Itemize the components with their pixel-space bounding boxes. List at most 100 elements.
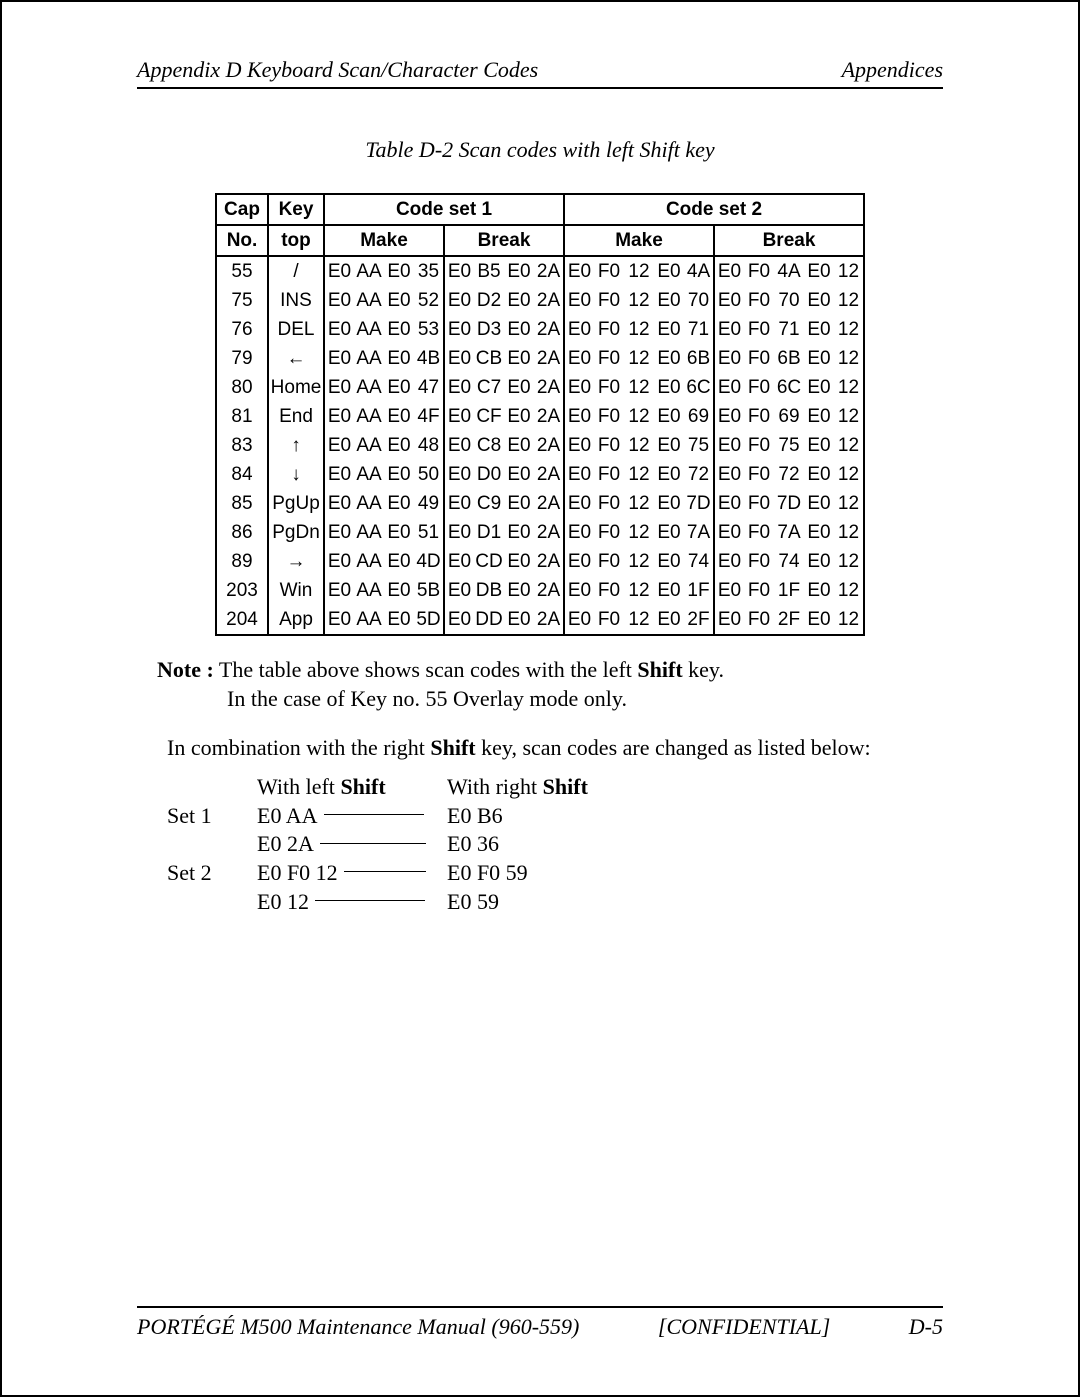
th-set1: Code set 1 [324,194,564,225]
cell-s2b: 75 [774,431,804,460]
cell-s2b: F0 [744,489,774,518]
cell-cap: 204 [216,605,268,635]
cell-s2b: 12 [834,431,864,460]
cell-s2m: 7D [684,489,714,518]
cell-s1m: E0 [324,344,354,373]
combo-right-val: E0 B6 [447,802,637,831]
cell-s1m: E0 [324,547,354,576]
cell-s2m: E0 [564,489,594,518]
cell-cap: 86 [216,518,268,547]
cell-s1m: E0 [324,315,354,344]
cell-s1m: E0 [324,460,354,489]
cell-key: End [268,402,324,431]
table-row: 75INSE0AAE052E0D2E02AE0F012E070E0F070E01… [216,286,864,315]
cell-s1m: E0 [384,547,414,576]
cell-s1m: 48 [414,431,444,460]
cell-s1b: CF [474,402,504,431]
cell-s1m: 4D [414,547,444,576]
cell-s1m: E0 [324,576,354,605]
cell-s1b: E0 [504,605,534,635]
cell-s1m: AA [354,460,384,489]
cell-s2m: E0 [654,286,684,315]
table-row: 79←E0AAE04BE0CBE02AE0F012E06BE0F06BE012 [216,344,864,373]
combo-hdr-right-a: With right [447,774,543,799]
combo-left-val: E0 AA [257,802,447,831]
cell-key: INS [268,286,324,315]
cell-key: → [268,547,324,576]
cell-s1b: 2A [534,547,564,576]
combo-set-label: Set 1 [167,802,257,831]
cell-cap: 79 [216,344,268,373]
combo-right-code: E0 36 [447,830,499,859]
cell-s2b: E0 [804,605,834,635]
combo-intro-b: Shift [430,735,475,760]
th-no: No. [216,225,268,256]
cell-s2b: 71 [774,315,804,344]
cell-s2b: F0 [744,431,774,460]
combo-grid-blank [167,773,257,802]
cell-s1m: 49 [414,489,444,518]
cell-s1m: AA [354,576,384,605]
cell-s2m: 12 [624,286,654,315]
cell-s1m: AA [354,402,384,431]
cell-s1m: E0 [384,605,414,635]
cell-s2b: F0 [744,344,774,373]
cell-s2m: 2F [684,605,714,635]
cell-s1m: E0 [384,256,414,286]
cell-key: ↓ [268,460,324,489]
combo-left-rule [324,814,424,815]
combo-right-code: E0 59 [447,888,499,917]
cell-s1b: E0 [504,402,534,431]
cell-s2b: F0 [744,373,774,402]
cell-s1b: E0 [444,460,474,489]
cell-s1b: C7 [474,373,504,402]
page-footer: PORTÉGÉ M500 Maintenance Manual (960-559… [137,1306,943,1340]
cell-s2b: E0 [804,576,834,605]
cell-s1b: 2A [534,256,564,286]
combo-set-label [167,888,257,917]
cell-s2b: E0 [804,286,834,315]
cell-cap: 80 [216,373,268,402]
th-s2-break: Break [714,225,864,256]
cell-s1b: E0 [504,460,534,489]
combo-set-label: Set 2 [167,859,257,888]
cell-s1m: E0 [324,286,354,315]
cell-s1b: CD [474,547,504,576]
combo-right-code: E0 B6 [447,802,503,831]
cell-s2m: F0 [594,344,624,373]
cell-s1b: E0 [504,286,534,315]
table-row: 83↑E0AAE048E0C8E02AE0F012E075E0F075E012 [216,431,864,460]
cell-s1b: DD [474,605,504,635]
cell-s2m: F0 [594,315,624,344]
table-caption: Table D-2 Scan codes with left Shift key [137,137,943,163]
cell-key: ↑ [268,431,324,460]
combo-left-code: E0 F0 12 [257,859,338,888]
combo-hdr-right-b: Shift [543,774,588,799]
cell-s1b: 2A [534,373,564,402]
cell-s1m: E0 [324,489,354,518]
combo-left-val: E0 12 [257,888,447,917]
cell-s2b: 12 [834,605,864,635]
combo-intro-a: In combination with the right [167,735,430,760]
cell-s2m: E0 [654,402,684,431]
cell-s2m: F0 [594,460,624,489]
cell-s1m: AA [354,489,384,518]
combo-left-code: E0 AA [257,802,318,831]
combo-left-code: E0 2A [257,830,314,859]
cell-s1b: D2 [474,286,504,315]
cell-s2b: E0 [804,431,834,460]
table-row: 76DELE0AAE053E0D3E02AE0F012E071E0F071E01… [216,315,864,344]
cell-s2m: E0 [564,547,594,576]
cell-key: PgDn [268,518,324,547]
cell-s2m: F0 [594,431,624,460]
page: Appendix D Keyboard Scan/Character Codes… [0,0,1080,1397]
combo-left-rule [315,900,425,901]
cell-cap: 55 [216,256,268,286]
cell-s1b: DB [474,576,504,605]
cell-s2m: 1F [684,576,714,605]
cell-s2m: E0 [564,431,594,460]
cell-s2b: 70 [774,286,804,315]
cell-s2b: E0 [804,344,834,373]
cell-s1b: E0 [444,547,474,576]
cell-s1b: D1 [474,518,504,547]
